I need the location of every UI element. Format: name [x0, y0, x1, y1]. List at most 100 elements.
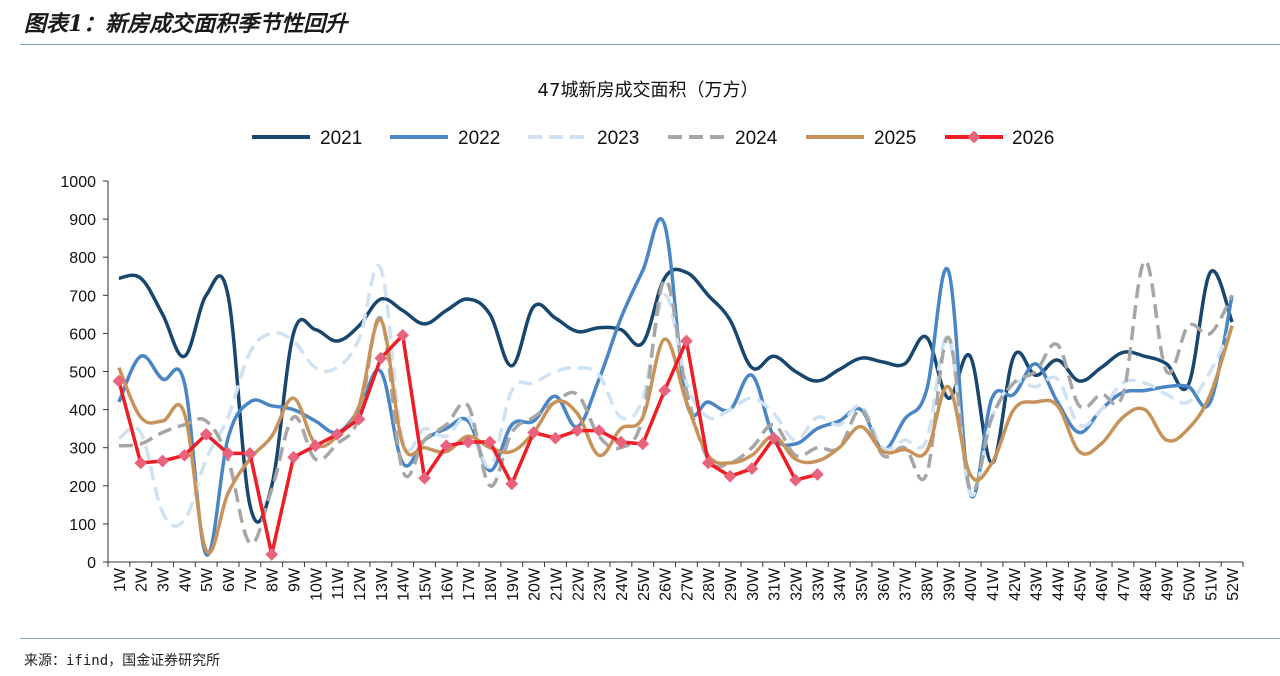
- legend-label: 2025: [874, 128, 916, 149]
- series-2026-point: [156, 454, 169, 468]
- series-2026-point: [199, 428, 213, 441]
- x-tick-label: 26W: [658, 567, 675, 601]
- bottom-divider: [20, 638, 1280, 639]
- series-2026-point: [636, 437, 650, 451]
- x-tick-label: 48W: [1138, 567, 1155, 601]
- x-tick-label: 20W: [527, 567, 544, 601]
- y-tick-label: 300: [69, 441, 96, 458]
- legend-item-2021: 2021: [252, 128, 362, 149]
- x-tick-label: 50W: [1181, 567, 1198, 601]
- y-tick-label: 700: [69, 288, 96, 305]
- x-tick-label: 46W: [1094, 567, 1111, 601]
- x-tick-label: 36W: [876, 567, 893, 601]
- series-2026-point: [265, 548, 279, 561]
- x-tick-label: 10W: [308, 567, 325, 601]
- series-2026-point: [112, 374, 126, 388]
- y-tick-label: 1000: [60, 174, 96, 191]
- x-tick-label: 29W: [723, 567, 740, 601]
- x-tick-label: 27W: [679, 567, 696, 601]
- legend-label: 2022: [458, 128, 500, 149]
- x-tick-label: 41W: [985, 567, 1002, 601]
- series-2026-point: [461, 435, 475, 449]
- series-2026-point: [418, 471, 431, 485]
- x-tick-label: 39W: [941, 567, 958, 601]
- series-2026-point: [483, 435, 497, 449]
- x-tick-label: 42W: [1007, 567, 1024, 601]
- x-tick-label: 23W: [592, 567, 609, 601]
- series-2026-point: [439, 439, 453, 453]
- series-2026-point: [243, 447, 257, 460]
- y-tick-label: 800: [69, 250, 96, 267]
- x-tick-label: 45W: [1072, 567, 1089, 601]
- y-tick-label: 600: [69, 326, 96, 343]
- x-tick-label: 5W: [199, 567, 216, 592]
- legend-label: 2026: [1012, 128, 1054, 149]
- x-tick-label: 3W: [156, 567, 173, 592]
- series-2024-line: [118, 259, 1234, 546]
- series-2025-line: [117, 318, 1234, 555]
- series-2026-point: [505, 477, 519, 491]
- x-tick-label: 4W: [177, 567, 194, 592]
- legend-label: 2023: [597, 128, 639, 149]
- chart-title: 47城新房成交面积（万方）: [538, 80, 759, 101]
- x-tick-label: 13W: [374, 567, 391, 601]
- legend-label: 2024: [735, 128, 778, 149]
- x-tick-label: 52W: [1225, 567, 1242, 601]
- x-tick-label: 18W: [483, 567, 500, 601]
- x-tick-label: 31W: [767, 567, 784, 601]
- figure-title: 图表1：新房成交面积季节性回升: [24, 11, 348, 37]
- series-2023-line: [117, 264, 1234, 528]
- legend-label: 2021: [320, 128, 362, 149]
- top-divider: [20, 44, 1280, 45]
- series-2026-point: [658, 384, 671, 397]
- legend-item-2023: 2023: [528, 128, 639, 149]
- legend-item-2024: 2024: [668, 128, 778, 149]
- x-tick-label: 43W: [1029, 567, 1046, 601]
- legend-item-2022: 2022: [390, 128, 500, 149]
- x-tick-label: 14W: [396, 567, 413, 601]
- series-2026-point: [308, 439, 322, 453]
- x-tick-label: 6W: [221, 567, 238, 592]
- x-tick-label: 16W: [439, 567, 456, 601]
- y-tick-label: 400: [69, 403, 96, 420]
- x-tick-label: 12W: [352, 567, 369, 601]
- x-tick-label: 25W: [636, 567, 653, 601]
- series-2026-point: [549, 431, 562, 445]
- x-tick-label: 15W: [417, 567, 434, 601]
- x-tick-label: 35W: [854, 567, 871, 601]
- y-tick-label: 0: [87, 555, 96, 572]
- x-tick-label: 9W: [287, 567, 304, 592]
- y-tick-label: 900: [69, 212, 96, 229]
- x-tick-label: 49W: [1160, 567, 1177, 601]
- x-tick-label: 34W: [832, 567, 849, 601]
- series-2026-point: [178, 448, 191, 462]
- legend-item-2025: 2025: [806, 128, 916, 149]
- x-tick-label: 40W: [963, 567, 980, 601]
- x-tick-label: 21W: [548, 567, 565, 601]
- x-tick-label: 33W: [810, 567, 827, 601]
- series-2026-point: [352, 412, 366, 426]
- series-2026-point: [330, 428, 344, 441]
- x-tick-label: 44W: [1050, 567, 1067, 601]
- y-tick-label: 100: [69, 517, 96, 534]
- y-tick-label: 500: [69, 365, 96, 382]
- series-2026-point: [287, 450, 300, 464]
- series-2026-point: [811, 468, 824, 481]
- x-tick-label: 37W: [898, 567, 915, 601]
- series-2023: [117, 264, 1234, 528]
- line-chart: 47城新房成交面积（万方） 2021 2022 2023 2024 2025 2026 0…: [60, 80, 1244, 601]
- x-tick-label: 32W: [789, 567, 806, 601]
- x-tick-label: 30W: [745, 567, 762, 601]
- series-2026-point: [374, 351, 388, 365]
- y-tick-label: 200: [69, 479, 96, 496]
- series-2024: [118, 259, 1234, 546]
- x-tick-label: 28W: [701, 567, 718, 601]
- series-2025: [117, 318, 1234, 555]
- series-2026-point: [134, 456, 148, 470]
- legend-item-2026: 2026: [945, 128, 1054, 149]
- x-tick-label: 51W: [1203, 567, 1220, 601]
- series-2026-point: [680, 334, 693, 348]
- legend-marker: [967, 130, 981, 144]
- x-tick-label: 19W: [505, 567, 522, 601]
- x-tick-label: 47W: [1116, 567, 1133, 601]
